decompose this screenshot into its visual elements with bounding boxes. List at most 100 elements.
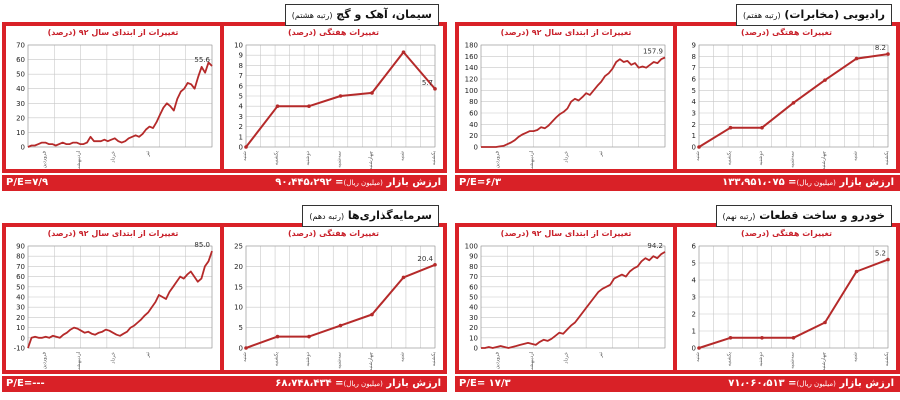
x-tick-label: فروردین <box>494 351 500 369</box>
market-value: ارزش بازار (میلیون ریال)= ۹۰،۴۴۵،۲۹۲ <box>275 175 441 191</box>
y-tick-label: 9 <box>239 52 243 60</box>
y-tick-label: 30 <box>16 304 25 312</box>
y-tick-label: 4 <box>239 103 244 111</box>
ytd-chart: تغییرات از ابتدای سال ۹۲ (درصد) 0 10 20 30 40… <box>459 227 673 370</box>
pe-ratio: P/E= ۱۷/۳ <box>459 378 511 389</box>
x-tick-label: شنبه <box>242 151 248 161</box>
footer-bar: P/E=۷/۹ ارزش بازار (میلیون ریال)= ۹۰،۴۴۵،… <box>2 175 447 191</box>
data-point <box>401 50 406 54</box>
y-tick-label: 3 <box>239 113 243 121</box>
y-tick-label: 100 <box>465 87 478 95</box>
line-chart-svg: 0 1 2 3 4 5 6 7 8 9 10 شنبه یکشنبه دوشنبه سه‌شنبه چهارش… <box>234 42 437 170</box>
y-tick-label: 20 <box>16 314 25 322</box>
y-tick-label: 0 <box>692 144 696 152</box>
y-tick-label: 0 <box>21 144 25 152</box>
plot-frame <box>698 44 889 148</box>
last-value-label: 5.2 <box>875 250 886 258</box>
weekly-chart: تغییرات هفتگی (درصد) 0 1 2 3 4 5 6 شنبه یکشنبه دوش… <box>677 227 896 370</box>
x-tick-label: اردیبهشت <box>76 352 82 370</box>
plot-frame <box>245 44 436 148</box>
y-tick-label: 5 <box>692 87 696 95</box>
chart-title: تغییرات هفتگی (درصد) <box>287 28 380 37</box>
x-tick-label: اردیبهشت <box>529 352 535 370</box>
data-point <box>433 87 437 91</box>
weekly-chart: تغییرات هفتگی (درصد) 0 1 2 3 4 5 6 7 8 9 10 شنبه یکشن… <box>224 26 443 169</box>
sector-rank: (رتبه هشتم) <box>291 11 333 20</box>
y-tick-label: 40 <box>469 304 478 312</box>
y-tick-label: 10 <box>469 334 478 342</box>
plot-frame <box>245 245 436 349</box>
x-tick-label: یکشنبه <box>727 351 733 366</box>
sector-title: سرمایه‌گذاری‌ها (رتبه دهم) <box>302 205 439 227</box>
x-tick-label: شنبه <box>400 352 406 362</box>
chart-title: تغییرات از ابتدای سال ۹۲ (درصد) <box>47 28 179 37</box>
x-tick-label: چهارشنبه <box>821 352 827 370</box>
market-value-unit: (میلیون ریال) <box>343 179 383 187</box>
y-tick-label: 9 <box>692 42 696 50</box>
series-line <box>27 61 213 148</box>
sector-title: رادیویی (مخابرات) (رتبه هفتم) <box>735 4 892 26</box>
y-tick-label: 10 <box>234 304 243 312</box>
y-tick-label: 80 <box>16 253 25 261</box>
y-tick-label: 1 <box>692 328 696 336</box>
last-value-label: 157.9 <box>643 48 663 56</box>
y-tick-label: 30 <box>16 100 25 108</box>
x-tick-label: یکشنبه <box>274 351 280 366</box>
y-tick-label: 100 <box>465 243 478 251</box>
x-tick-label: سه‌شنبه <box>337 151 343 168</box>
y-tick-label: 5 <box>692 260 696 268</box>
y-tick-label: 140 <box>465 64 478 72</box>
chart-frame: تغییرات هفتگی (درصد) 0 5 10 15 20 25 شنبه یکشنبه… <box>2 223 447 374</box>
y-tick-label: 0 <box>239 345 243 353</box>
y-tick-label: 6 <box>239 82 244 90</box>
x-tick-label: تیر <box>598 150 604 157</box>
y-tick-label: 40 <box>16 294 25 302</box>
y-tick-label: 180 <box>465 42 478 50</box>
y-tick-label: 10 <box>234 42 243 50</box>
y-tick-label: 6 <box>692 243 697 251</box>
x-tick-label: یکشنبه <box>274 150 280 165</box>
y-tick-label: 160 <box>465 53 478 61</box>
last-value-label: 8.2 <box>875 44 886 52</box>
data-point <box>401 275 406 280</box>
data-point <box>886 52 890 56</box>
last-value-label: 5.7 <box>422 79 433 87</box>
data-point <box>854 56 859 61</box>
y-tick-label: 20 <box>16 114 25 122</box>
y-tick-label: 50 <box>469 294 478 302</box>
data-point <box>760 336 764 340</box>
y-tick-label: 3 <box>692 110 696 118</box>
x-tick-label: خرداد <box>563 352 569 364</box>
weekly-chart: تغییرات هفتگی (درصد) 0 1 2 3 4 5 6 7 8 9 شنبه یکشنبه… <box>677 26 896 169</box>
line-chart-svg: 0 1 2 3 4 5 6 7 8 9 شنبه یکشنبه دوشنبه سه‌شنبه چهارشنب… <box>692 42 890 170</box>
y-tick-label: 6 <box>692 76 697 84</box>
x-tick-label: یکشنبه <box>431 150 437 165</box>
x-tick-label: فروردین <box>41 351 47 369</box>
y-tick-label: 30 <box>469 314 478 322</box>
last-value-label: 55.6 <box>194 56 210 64</box>
x-tick-label: سه‌شنبه <box>790 151 796 168</box>
y-tick-label: 60 <box>16 56 25 64</box>
chart-title: تغییرات هفتگی (درصد) <box>287 229 380 238</box>
x-tick-label: خرداد <box>563 151 569 163</box>
footer-bar: P/E= ۱۷/۳ ارزش بازار (میلیون ریال)= ۷۱،۰۶… <box>455 376 900 392</box>
y-tick-label: 40 <box>16 85 25 93</box>
data-point <box>370 91 374 95</box>
y-tick-label: 40 <box>469 121 478 129</box>
x-tick-label: تیر <box>145 351 151 358</box>
ytd-chart: تغییرات از ابتدای سال ۹۲ (درصد) -10 0 10 20 3… <box>6 227 220 370</box>
market-value-unit: (میلیون ریال) <box>796 380 836 388</box>
data-point <box>728 125 733 130</box>
market-value: ارزش بازار (میلیون ریال)= ۷۱،۰۶۰،۵۱۳ <box>728 376 894 392</box>
y-tick-label: 2 <box>239 123 243 131</box>
y-tick-label: 20 <box>469 132 478 140</box>
series-line <box>27 250 213 349</box>
y-tick-label: 90 <box>16 243 25 251</box>
series-line <box>698 258 889 349</box>
x-tick-label: تیر <box>598 351 604 358</box>
x-tick-label: یکشنبه <box>431 351 437 366</box>
market-value: ارزش بازار (میلیون ریال)= ۱۳۳،۹۵۱،۰۷۵ <box>722 175 894 191</box>
y-tick-label: 3 <box>692 294 696 302</box>
line-chart-svg: -10 0 10 20 30 40 50 60 70 80 90 فروردین اردیبهشت خرد… <box>14 241 213 370</box>
y-tick-label: 10 <box>16 129 25 137</box>
